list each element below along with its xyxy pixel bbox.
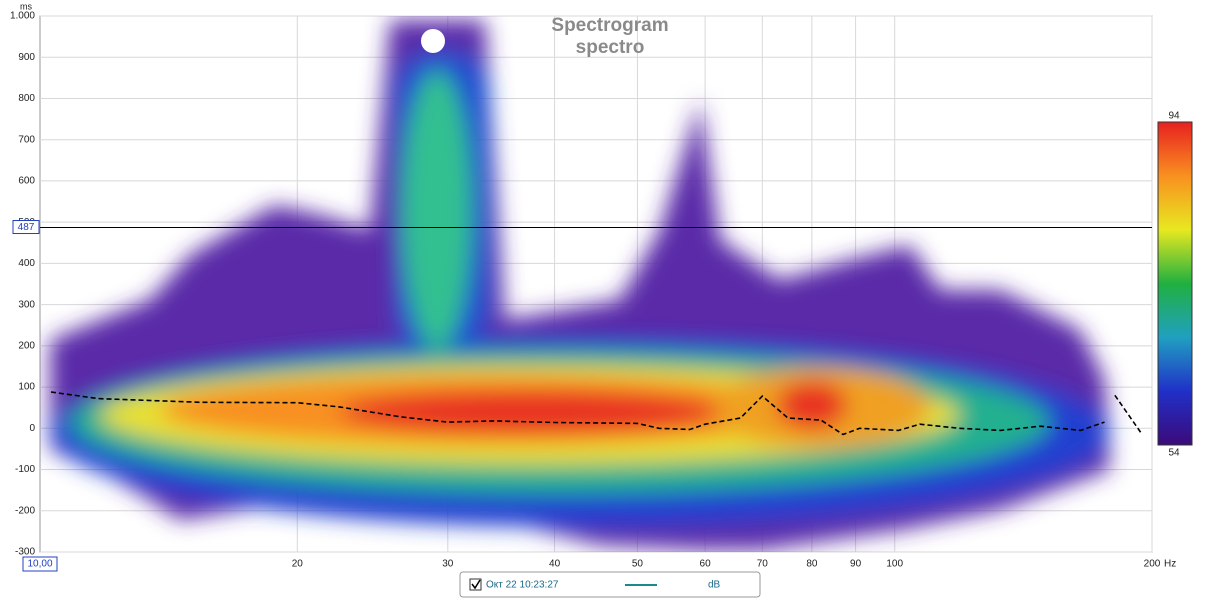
x-unit: Hz [1164, 559, 1176, 570]
y-tick-label: 1.000 [10, 11, 35, 22]
chart-subtitle: spectro [576, 37, 645, 58]
x-tick-label: 90 [850, 559, 862, 570]
y-tick-label: 300 [18, 299, 35, 310]
y-tick-label: 700 [18, 134, 35, 145]
y-tick-label: 400 [18, 258, 35, 269]
x-cursor-label: 10,00 [27, 559, 52, 570]
legend-unit: dB [708, 580, 721, 591]
y-tick-label: 600 [18, 176, 35, 187]
heatmap [50, 20, 1110, 550]
y-cursor-box [12, 220, 40, 235]
y-tick-label: 800 [18, 93, 35, 104]
x-tick-label: 70 [757, 559, 769, 570]
y-tick-label: 0 [29, 423, 35, 434]
x-tick-label: 100 [886, 559, 903, 570]
y-tick-label: -100 [15, 464, 35, 475]
x-tick-label: 30 [442, 559, 454, 570]
legend [459, 571, 761, 598]
checkmark [471, 579, 481, 590]
y-tick-label: -200 [15, 505, 35, 516]
y-tick-label: -300 [15, 547, 35, 558]
chart-title: Spectrogram [551, 15, 668, 36]
x-tick-label: 50 [632, 559, 644, 570]
ridge-line [50, 391, 1105, 436]
colorbar [1157, 121, 1193, 446]
colorbar-min: 54 [1168, 448, 1180, 459]
legend-label: Окт 22 10:23:27 [486, 580, 559, 591]
y-tick-label: 200 [18, 340, 35, 351]
x-tick-label: 60 [700, 559, 712, 570]
x-tick-label: 20 [292, 559, 304, 570]
x-cursor-box [22, 556, 58, 572]
y-cursor-label: 487 [18, 222, 35, 233]
x-tick-label: 80 [806, 559, 818, 570]
x-tick-label: 200 [1144, 559, 1161, 570]
legend-checkbox[interactable] [469, 578, 482, 591]
y-unit: ms [20, 1, 32, 11]
y-tick-label: 900 [18, 52, 35, 63]
x-tick-label: 40 [549, 559, 561, 570]
colorbar-max: 94 [1168, 111, 1180, 122]
y-tick-label: 100 [18, 382, 35, 393]
